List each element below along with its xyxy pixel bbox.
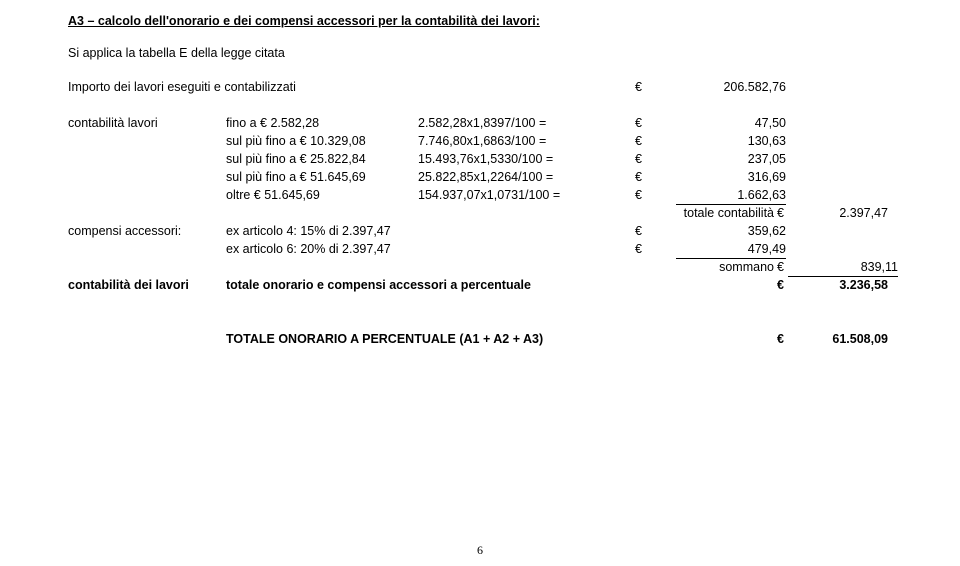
contab-formula: 25.822,85x1,2264/100 = bbox=[418, 168, 553, 186]
contab-col2: sul più fino a € 51.645,69 bbox=[226, 168, 366, 186]
totale-row: contabilità dei lavori totale onorario e… bbox=[68, 276, 892, 294]
intro-text: Si applica la tabella E della legge cita… bbox=[68, 46, 892, 60]
compensi-row-1: ex articolo 6: 20% di 2.397,47 € 479,49 bbox=[68, 240, 892, 258]
euro-sign: € bbox=[635, 222, 642, 240]
compensi-row-0: compensi accessori: ex articolo 4: 15% d… bbox=[68, 222, 892, 240]
euro-sign: € bbox=[635, 78, 642, 96]
euro-sign: € bbox=[777, 276, 784, 294]
euro-sign: € bbox=[635, 150, 642, 168]
euro-sign: € bbox=[635, 186, 642, 204]
compensi-head-label: compensi accessori: bbox=[68, 222, 181, 240]
grand-total-value: 61.508,09 bbox=[788, 330, 888, 348]
compensi-value: 359,62 bbox=[646, 222, 786, 240]
contab-row-3: sul più fino a € 51.645,69 25.822,85x1,2… bbox=[68, 168, 892, 186]
euro-sign: € bbox=[635, 168, 642, 186]
euro-sign: € bbox=[777, 330, 784, 348]
sommano-row: sommano € 839,11 bbox=[68, 258, 892, 276]
section-title: A3 – calcolo dell'onorario e dei compens… bbox=[68, 14, 892, 28]
contab-col2: sul più fino a € 10.329,08 bbox=[226, 132, 366, 150]
totale-value: 3.236,58 bbox=[788, 276, 888, 294]
contab-row-0: contabilità lavori fino a € 2.582,28 2.5… bbox=[68, 114, 892, 132]
contab-total-value: 2.397,47 bbox=[788, 204, 888, 222]
euro-sign: € bbox=[635, 240, 642, 258]
contab-col2: oltre € 51.645,69 bbox=[226, 186, 320, 204]
euro-sign: € bbox=[635, 114, 642, 132]
euro-sign: € bbox=[777, 258, 784, 276]
sommano-value: 839,11 bbox=[788, 258, 888, 277]
contab-value: 130,63 bbox=[646, 132, 786, 150]
importo-label: Importo dei lavori eseguiti e contabiliz… bbox=[68, 78, 296, 96]
contab-row-2: sul più fino a € 25.822,84 15.493,76x1,5… bbox=[68, 150, 892, 168]
page-number: 6 bbox=[0, 543, 960, 558]
totale-mid: totale onorario e compensi accessori a p… bbox=[226, 276, 531, 294]
contab-formula: 154.937,07x1,0731/100 = bbox=[418, 186, 560, 204]
contab-head-label: contabilità lavori bbox=[68, 114, 158, 132]
contab-value: 316,69 bbox=[646, 168, 786, 186]
compensi-value: 479,49 bbox=[646, 240, 786, 259]
totale-label: contabilità dei lavori bbox=[68, 276, 189, 294]
contab-total-row: totale contabilità € 2.397,47 bbox=[68, 204, 892, 222]
contab-value: 237,05 bbox=[646, 150, 786, 168]
euro-sign: € bbox=[635, 132, 642, 150]
importo-row: Importo dei lavori eseguiti e contabiliz… bbox=[68, 78, 892, 96]
contab-formula: 15.493,76x1,5330/100 = bbox=[418, 150, 553, 168]
contab-value: 1.662,63 bbox=[646, 186, 786, 205]
grand-total-label: TOTALE ONORARIO A PERCENTUALE (A1 + A2 +… bbox=[226, 330, 543, 348]
grand-total-row: TOTALE ONORARIO A PERCENTUALE (A1 + A2 +… bbox=[68, 330, 892, 348]
contab-row-1: sul più fino a € 10.329,08 7.746,80x1,68… bbox=[68, 132, 892, 150]
contab-formula: 7.746,80x1,6863/100 = bbox=[418, 132, 546, 150]
contab-total-label: totale contabilità bbox=[684, 204, 774, 222]
contab-value: 47,50 bbox=[646, 114, 786, 132]
contab-row-4: oltre € 51.645,69 154.937,07x1,0731/100 … bbox=[68, 186, 892, 204]
contab-formula: 2.582,28x1,8397/100 = bbox=[418, 114, 546, 132]
contab-col2: sul più fino a € 25.822,84 bbox=[226, 150, 366, 168]
sommano-label: sommano bbox=[719, 258, 774, 276]
compensi-col2: ex articolo 4: 15% di 2.397,47 bbox=[226, 222, 391, 240]
euro-sign: € bbox=[777, 204, 784, 222]
contab-col2: fino a € 2.582,28 bbox=[226, 114, 319, 132]
importo-value: 206.582,76 bbox=[646, 78, 786, 96]
compensi-col2: ex articolo 6: 20% di 2.397,47 bbox=[226, 240, 391, 258]
